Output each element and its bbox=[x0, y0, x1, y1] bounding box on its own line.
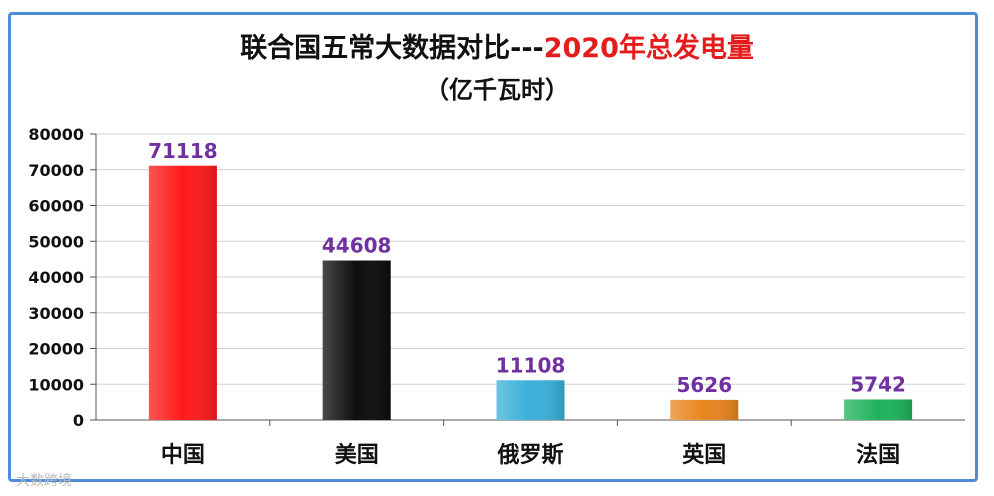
y-tick-label: 60000 bbox=[28, 197, 84, 216]
data-label: 44608 bbox=[322, 234, 392, 258]
x-category-label: 美国 bbox=[335, 442, 379, 468]
y-tick-label: 70000 bbox=[28, 161, 84, 180]
bar-shine bbox=[844, 399, 913, 420]
chart-subtitle: （亿千瓦时） bbox=[425, 76, 569, 104]
bar-shine bbox=[322, 260, 391, 420]
data-label: 71118 bbox=[148, 139, 218, 163]
y-tick-label: 40000 bbox=[28, 268, 84, 287]
x-category-label: 中国 bbox=[161, 443, 205, 468]
y-tick-label: 10000 bbox=[28, 375, 84, 394]
bar-1 bbox=[322, 260, 391, 420]
chart-title-highlight: 2020年总发电量 bbox=[543, 33, 754, 64]
data-label: 5626 bbox=[676, 373, 732, 397]
data-label: 5742 bbox=[850, 372, 906, 396]
bar-shine bbox=[148, 165, 217, 420]
x-category-label: 法国 bbox=[856, 443, 900, 468]
bar-shine bbox=[670, 399, 739, 420]
bar-2 bbox=[496, 380, 565, 420]
y-tick-label: 30000 bbox=[28, 304, 84, 323]
y-tick-label: 80000 bbox=[28, 125, 84, 144]
bar-3 bbox=[670, 399, 739, 420]
chart-title: 联合国五常大数据对比---2020年总发电量 bbox=[0, 26, 994, 65]
x-category-label: 俄罗斯 bbox=[496, 442, 563, 468]
bar-0 bbox=[148, 165, 217, 420]
y-tick-label: 20000 bbox=[28, 340, 84, 359]
watermark: 大数跨境 bbox=[16, 473, 72, 489]
y-tick-label: 50000 bbox=[28, 232, 84, 251]
chart-title-prefix: 联合国五常大数据对比--- bbox=[240, 33, 544, 64]
y-tick-label: 0 bbox=[73, 411, 84, 430]
data-label: 11108 bbox=[496, 353, 566, 377]
x-category-label: 英国 bbox=[682, 443, 726, 468]
bar-4 bbox=[844, 399, 913, 420]
bar-shine bbox=[496, 380, 565, 420]
